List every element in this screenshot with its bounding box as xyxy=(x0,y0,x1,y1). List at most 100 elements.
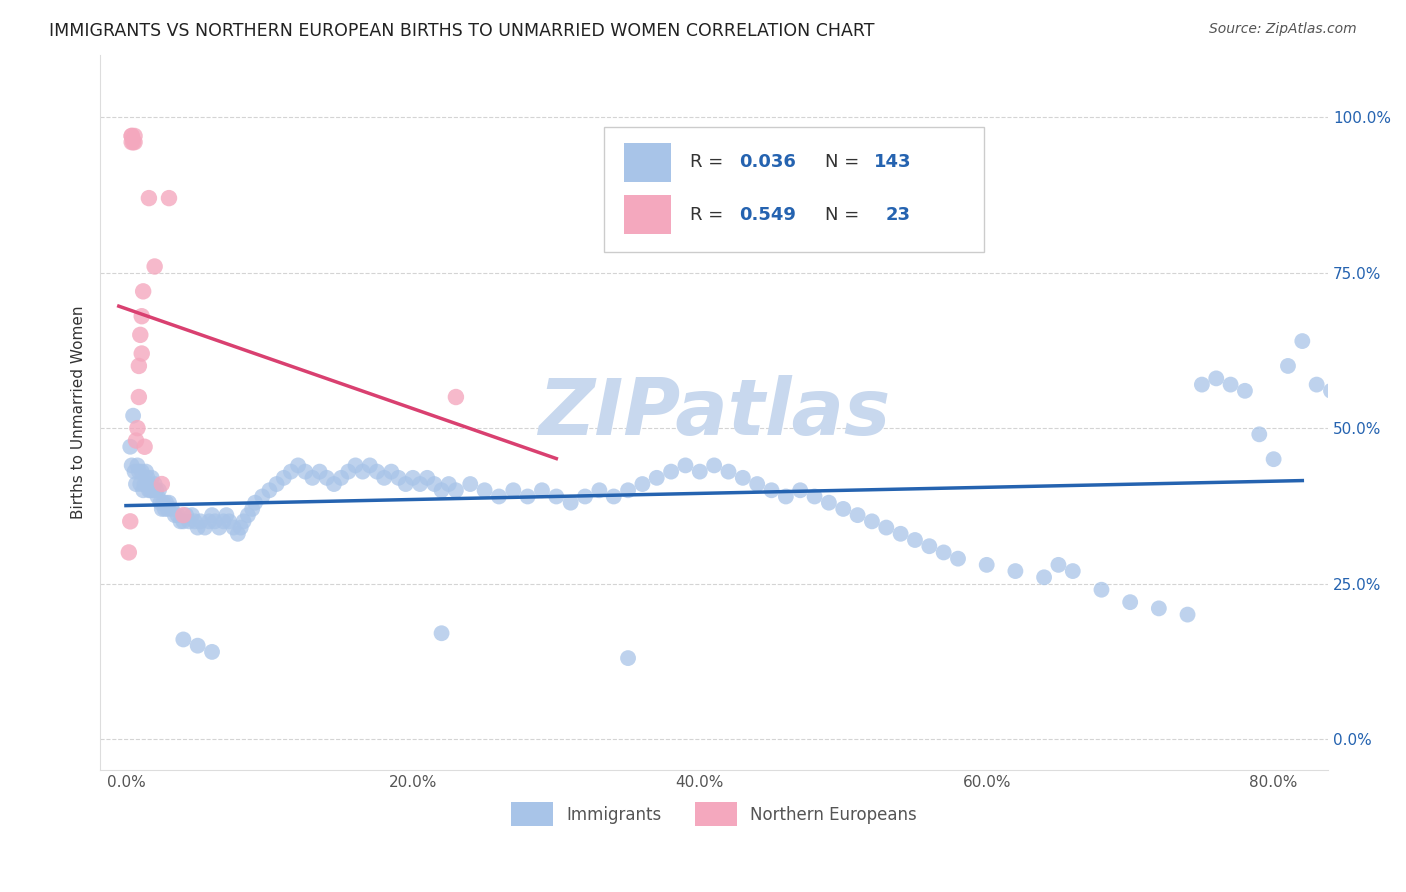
Point xyxy=(315,471,337,485)
Point xyxy=(287,458,309,473)
Point xyxy=(229,520,252,534)
Point xyxy=(474,483,496,498)
Point xyxy=(129,477,152,491)
Point xyxy=(148,483,170,498)
Point xyxy=(789,483,811,498)
Point xyxy=(201,508,224,523)
Point xyxy=(1191,377,1213,392)
Point xyxy=(150,477,173,491)
Point xyxy=(366,465,388,479)
Point xyxy=(139,483,162,498)
Point xyxy=(127,458,149,473)
Point xyxy=(134,477,156,491)
FancyBboxPatch shape xyxy=(603,127,984,252)
Point xyxy=(259,483,281,498)
Point xyxy=(444,390,467,404)
Text: Source: ZipAtlas.com: Source: ZipAtlas.com xyxy=(1209,22,1357,37)
Point xyxy=(976,558,998,572)
Point xyxy=(516,490,538,504)
Point xyxy=(243,496,266,510)
Point xyxy=(437,477,460,491)
Point xyxy=(136,477,159,491)
Point xyxy=(617,483,640,498)
Point xyxy=(138,483,160,498)
Point xyxy=(128,390,150,404)
Point xyxy=(172,508,194,523)
Point xyxy=(172,632,194,647)
Point xyxy=(675,458,697,473)
Point xyxy=(904,533,927,547)
Point xyxy=(132,285,155,299)
Point xyxy=(157,191,180,205)
Point xyxy=(875,520,897,534)
Point xyxy=(359,458,381,473)
Point xyxy=(932,545,955,559)
Point xyxy=(546,490,568,504)
Point xyxy=(121,135,143,149)
Point xyxy=(731,471,754,485)
Point xyxy=(153,502,176,516)
Point xyxy=(124,465,146,479)
Point xyxy=(1004,564,1026,578)
Point xyxy=(181,508,204,523)
Point xyxy=(169,514,191,528)
Point xyxy=(946,551,969,566)
Point xyxy=(344,458,367,473)
Point xyxy=(631,477,654,491)
Point xyxy=(502,483,524,498)
Point xyxy=(132,483,155,498)
Point xyxy=(131,346,153,360)
Point xyxy=(747,477,769,491)
Point xyxy=(1233,384,1256,398)
Point xyxy=(373,471,395,485)
Text: 0.036: 0.036 xyxy=(738,153,796,171)
Point xyxy=(232,514,254,528)
Point xyxy=(1119,595,1142,609)
Point xyxy=(832,502,855,516)
Point xyxy=(444,483,467,498)
Point xyxy=(352,465,374,479)
Point xyxy=(121,128,143,143)
Point xyxy=(201,645,224,659)
Point xyxy=(177,514,200,528)
Point xyxy=(423,477,446,491)
Point xyxy=(761,483,783,498)
Point xyxy=(198,514,221,528)
Point xyxy=(128,359,150,373)
Point xyxy=(409,477,432,491)
Point xyxy=(120,514,142,528)
Point xyxy=(402,471,425,485)
Point xyxy=(138,191,160,205)
Point xyxy=(301,471,323,485)
Point xyxy=(1033,570,1056,584)
Text: R =: R = xyxy=(689,205,728,224)
Point xyxy=(149,496,172,510)
Point xyxy=(430,626,453,640)
Point xyxy=(1147,601,1170,615)
Point xyxy=(395,477,418,491)
Point xyxy=(330,471,353,485)
Point xyxy=(141,471,163,485)
Point xyxy=(138,477,160,491)
Point xyxy=(129,327,152,342)
Point xyxy=(222,520,245,534)
Point xyxy=(212,514,235,528)
Point xyxy=(266,477,288,491)
Text: 143: 143 xyxy=(873,153,911,171)
Point xyxy=(273,471,295,485)
Point xyxy=(1219,377,1241,392)
Point xyxy=(118,545,141,559)
Point xyxy=(136,471,159,485)
Point xyxy=(121,128,143,143)
Point xyxy=(488,490,510,504)
Point xyxy=(588,483,610,498)
Point xyxy=(387,471,409,485)
Point xyxy=(184,514,207,528)
Point xyxy=(1177,607,1199,622)
Point xyxy=(252,490,274,504)
Point xyxy=(127,421,149,435)
Point xyxy=(124,128,146,143)
Point xyxy=(645,471,668,485)
Text: R =: R = xyxy=(689,153,728,171)
FancyBboxPatch shape xyxy=(624,143,671,182)
